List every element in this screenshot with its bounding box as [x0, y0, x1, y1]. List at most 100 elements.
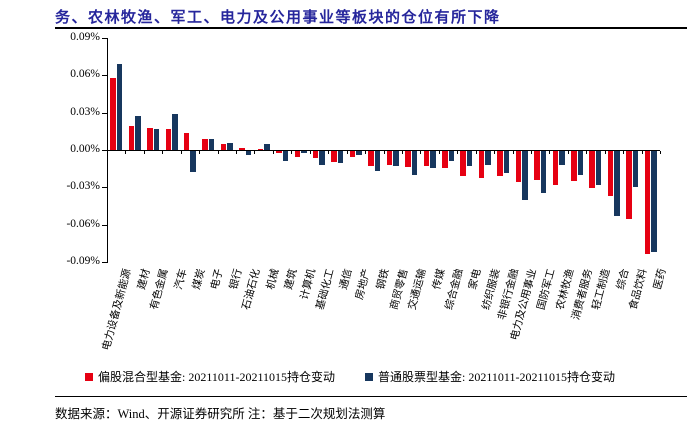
bar-series0-10 [294, 151, 301, 157]
bar-series0-11 [312, 151, 319, 158]
y-axis-tick-label: 0.09% [70, 31, 100, 43]
x-axis-label: 煤炭 [190, 267, 208, 291]
x-axis-tick [309, 151, 311, 154]
bar-series1-21 [503, 151, 510, 173]
x-axis-tick [125, 151, 127, 154]
bar-series1-25 [577, 151, 584, 175]
x-axis-label: 家电 [466, 267, 484, 291]
bar-series0-5 [202, 139, 208, 150]
bar-series1-12 [337, 151, 344, 163]
bar-series0-7 [239, 148, 245, 150]
y-axis-tick [102, 75, 107, 77]
bar-series1-16 [411, 151, 418, 175]
bar-series0-24 [552, 151, 559, 185]
bar-series1-28 [632, 151, 639, 187]
x-axis-label: 医药 [651, 267, 669, 291]
bar-series0-17 [423, 151, 430, 166]
bar-series0-14 [368, 151, 374, 166]
bar-series0-6 [220, 144, 227, 150]
x-axis-tick [383, 151, 385, 154]
bar-series0-9 [276, 151, 282, 153]
x-axis-tick [420, 151, 422, 154]
x-axis-tick [623, 151, 625, 154]
bar-series0-20 [478, 151, 485, 178]
x-axis-tick [291, 151, 293, 154]
bar-series1-22 [522, 151, 528, 200]
bar-series0-21 [497, 151, 503, 176]
y-axis-tick-label: -0.09% [66, 255, 100, 267]
bar-series1-0 [116, 64, 123, 150]
bar-series1-3 [172, 114, 178, 150]
x-axis-tick [236, 151, 238, 154]
x-axis-tick [180, 151, 182, 154]
y-axis-tick [102, 38, 107, 39]
bar-series1-24 [559, 151, 565, 165]
x-axis-tick [365, 151, 367, 154]
bar-series1-29 [651, 151, 657, 252]
bar-series0-16 [405, 151, 411, 167]
x-axis-tick [586, 151, 588, 154]
x-axis-tick [107, 151, 108, 154]
bar-series0-18 [442, 151, 448, 168]
y-axis-tick-label: 0.03% [70, 105, 100, 118]
bar-series0-1 [128, 126, 135, 150]
legend-label: 偏股混合型基金: 20211011-20211015持仓变动 [98, 370, 335, 384]
legend-label: 普通股票型基金: 20211011-20211015持仓变动 [378, 370, 615, 384]
bar-series0-26 [589, 151, 595, 188]
x-axis-tick [328, 151, 330, 154]
x-axis-label: 钢铁 [374, 267, 392, 291]
bar-series1-13 [356, 151, 362, 155]
footer-divider [55, 396, 687, 397]
x-axis-zero-line [107, 150, 660, 151]
x-axis-label: 电力设备及新能源 [100, 267, 134, 352]
x-axis-label: 机械 [264, 267, 282, 291]
bar-series1-6 [227, 143, 233, 150]
y-axis-tick [102, 187, 107, 189]
bar-series0-23 [534, 151, 540, 180]
x-axis-tick [549, 151, 551, 154]
x-axis-tick [254, 151, 256, 154]
x-axis-tick [604, 151, 606, 154]
bar-series0-19 [460, 151, 466, 176]
legend-swatch-navy-icon [365, 372, 373, 381]
x-axis-label: 建材 [135, 267, 153, 291]
bar-series1-20 [485, 151, 491, 165]
x-axis-tick [199, 151, 201, 154]
bar-series1-26 [595, 151, 602, 185]
x-axis-tick [143, 151, 145, 154]
x-axis-label: 传媒 [430, 267, 448, 291]
bar-series1-9 [282, 151, 289, 161]
x-axis-label: 汽车 [172, 267, 190, 291]
x-axis-tick [567, 151, 569, 154]
bar-series1-10 [301, 151, 307, 153]
bar-series0-29 [644, 151, 651, 254]
x-axis-tick [457, 151, 459, 154]
bar-series1-18 [448, 151, 455, 161]
bar-series0-2 [147, 128, 153, 150]
bar-series0-28 [626, 151, 632, 219]
legend-item-mixed-fund: 偏股混合型基金: 20211011-20211015持仓变动 [85, 368, 335, 385]
bar-series1-7 [245, 151, 252, 155]
x-axis-tick [660, 151, 661, 154]
legend-swatch-red-icon [85, 372, 93, 381]
bar-series1-1 [135, 116, 141, 150]
bar-series0-15 [386, 151, 393, 165]
bar-series0-3 [165, 129, 172, 150]
x-axis-tick [162, 151, 164, 154]
y-axis-tick-label: -0.03% [66, 180, 100, 193]
x-axis-tick [530, 151, 532, 154]
y-axis-tick-label: -0.06% [66, 217, 100, 230]
x-axis-tick [512, 151, 514, 154]
chart-title: 务、农林牧渔、军工、电力及公用事业等板块的仓位有所下降 [55, 9, 501, 26]
legend-item-stock-fund: 普通股票型基金: 20211011-20211015持仓变动 [365, 368, 615, 385]
title-underline [55, 27, 687, 29]
y-axis-tick [102, 262, 107, 263]
x-axis-label: 电子 [208, 267, 226, 291]
x-axis-tick [401, 151, 403, 154]
y-axis-tick [102, 150, 107, 151]
bar-series1-4 [190, 151, 196, 172]
bar-series1-8 [264, 144, 270, 150]
bar-series1-2 [153, 129, 160, 150]
source-note: 数据来源：Wind、开源证券研究所 注：基于二次规划法测算 [55, 407, 386, 421]
